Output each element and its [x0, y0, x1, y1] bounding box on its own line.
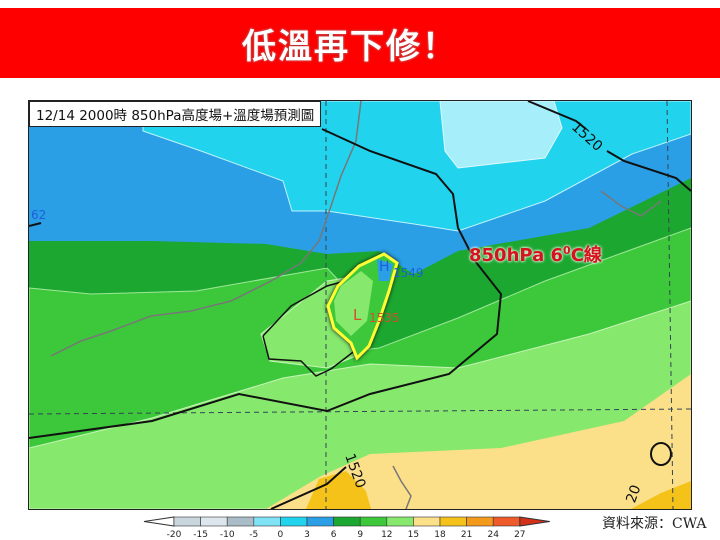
colorbar-tick-label: -5 [249, 530, 258, 539]
colorbar-tick-label: 9 [357, 530, 363, 539]
height-contour-1520 [270, 466, 347, 509]
isotherm-annotation: 850hPa 60C線 [469, 241, 602, 267]
colorbar-segment [386, 516, 414, 527]
header-banner: 低溫再下修！ [0, 8, 720, 78]
colorbar-segment [413, 516, 441, 527]
colorbar-tick-label: 15 [408, 530, 419, 539]
colorbar-segment [439, 516, 467, 527]
band-minus5-0 [439, 101, 563, 169]
forecast-map: 12/14 2000時 850hPa高度場+溫度場預測圖 62 H 1549 L… [28, 100, 692, 510]
taiwan-north-blue [377, 259, 393, 281]
high-pressure-value: 1549 [393, 266, 424, 280]
colorbar-segment [280, 516, 308, 527]
low-pressure-marker: L [353, 306, 362, 324]
colorbar-segment [253, 516, 281, 527]
colorbar-segment [359, 516, 388, 527]
latitude-line [29, 408, 691, 415]
high-pressure-marker: H [379, 259, 390, 275]
colorbar-left-arrow [143, 516, 175, 527]
height-contour-closed [650, 442, 672, 466]
colorbar-right-arrow [519, 516, 550, 527]
colorbar-segment [200, 516, 228, 527]
band-18-21 [306, 471, 371, 509]
colorbar-tick-label: 3 [304, 530, 310, 539]
colorbar-tick-label: -10 [220, 530, 235, 539]
coastline [600, 190, 662, 217]
colorbar-tick-label: 24 [487, 530, 499, 539]
colorbar-tick-label: 27 [514, 530, 525, 539]
colorbar-tick-label: 18 [434, 530, 446, 539]
height-contour [29, 128, 503, 439]
colorbar-tick-label: -15 [193, 530, 208, 539]
height-contour-1520 [606, 150, 691, 192]
colorbar-tick-label: -20 [167, 530, 182, 539]
colorbar-tick-label: 6 [331, 530, 337, 539]
page-title: 低溫再下修！ [242, 26, 458, 67]
colorbar-tick-label: 0 [278, 530, 284, 539]
annotation-degree: 0 [563, 244, 571, 257]
colorbar-segment [226, 516, 255, 527]
colorbar-segment [333, 516, 361, 527]
temperature-field [29, 101, 691, 509]
low-pressure-value: 1535 [369, 311, 400, 325]
colorbar-segment [466, 516, 494, 527]
contour-label-left: 62 [31, 208, 47, 222]
band-15-18 [266, 374, 691, 509]
taiwan-west-fill [334, 271, 373, 336]
colorbar-segment [492, 516, 521, 527]
color-scale-legend: -20 -15 -10 -5 0 3 6 9 12 15 18 21 24 27 [143, 516, 550, 539]
band-18-21-right [631, 481, 691, 509]
height-contour [29, 222, 42, 227]
colorbar-tick-label: 21 [461, 530, 472, 539]
colorbar-tick-label: 12 [381, 530, 392, 539]
map-caption: 12/14 2000時 850hPa高度場+溫度場預測圖 [29, 101, 322, 127]
coastline [50, 101, 362, 357]
annotation-suffix: C線 [570, 245, 602, 266]
colorbar-segment [306, 516, 334, 527]
annotation-text: 850hPa 6 [469, 245, 564, 266]
coastline [392, 465, 412, 509]
height-contour-1520 [527, 101, 587, 130]
colorbar-segment [173, 516, 201, 527]
data-source: 資料來源：CWA [602, 516, 707, 532]
